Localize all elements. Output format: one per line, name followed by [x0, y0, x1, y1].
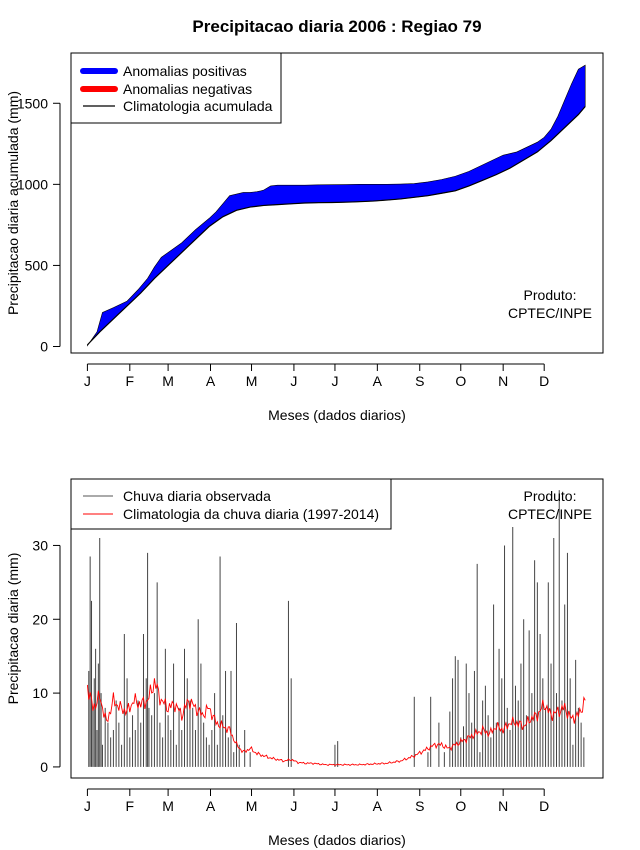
legend-entry: Climatologia acumulada [123, 98, 273, 114]
y-tick-label: 0 [40, 339, 48, 355]
x-tick-label: D [539, 798, 549, 814]
x-tick-label: N [498, 373, 508, 389]
observed-rain-bars [88, 490, 585, 767]
x-tick-label: O [455, 798, 466, 814]
legend-entry: Anomalias positivas [123, 63, 247, 79]
product-label: Produto: [524, 488, 577, 504]
climatology-line [86, 678, 586, 767]
x-tick-label: A [206, 798, 216, 814]
y-tick-label: 1000 [17, 176, 48, 192]
plot-frame [70, 52, 604, 354]
x-tick-label: M [162, 798, 174, 814]
x-tick-label: F [126, 798, 135, 814]
x-tick-label: D [539, 373, 549, 389]
x-tick-label: J [290, 798, 297, 814]
climatology-line [86, 106, 586, 346]
product-source: CPTEC/INPE [508, 506, 592, 522]
x-tick-label: A [206, 373, 216, 389]
x-tick-label: A [373, 373, 383, 389]
daily-precipitation-panel: J F M A M J J A S O N D Meses (dados diarios) 0 10 20 30… [5, 478, 604, 848]
x-tick-label: M [246, 373, 258, 389]
legend-box [70, 478, 392, 530]
legend-entry: Chuva diaria observada [123, 488, 271, 504]
x-tick-label: S [415, 798, 424, 814]
legend-entry: Anomalias negativas [123, 81, 252, 97]
x-tick-label: N [498, 798, 508, 814]
y-tick-label: 500 [25, 257, 49, 273]
y-tick-label: 30 [32, 537, 48, 553]
x-tick-label: J [331, 798, 338, 814]
product-source: CPTEC/INPE [508, 305, 592, 321]
y-tick-label: 1500 [17, 95, 48, 111]
x-tick-label: J [84, 798, 91, 814]
legend: Anomalias positivas Anomalias negativasCl… [70, 52, 282, 124]
x-tick-label: F [126, 373, 135, 389]
y-tick-label: 20 [32, 611, 48, 627]
cumulative-precipitation-panel: J F M A M J J A S O N D Meses (dados diarios) 0 500 100… [5, 52, 604, 423]
y-tick-label: 0 [40, 759, 48, 775]
x-tick-label: O [455, 373, 466, 389]
x-tick-label: S [415, 373, 424, 389]
y-axis-label: Precipitacao diaria acumulada (mm) [5, 91, 21, 315]
y-tick-label: 10 [32, 685, 48, 701]
x-tick-label: M [246, 798, 258, 814]
product-label: Produto: [524, 287, 577, 303]
y-axis-label: Precipitacao diaria (mm) [5, 553, 21, 705]
legend-entry: Climatologia da chuva diaria (1997-2014) [123, 506, 379, 522]
x-tick-label: J [331, 373, 338, 389]
figure-title: Precipitacao diaria 2006 : Regiao 79 [192, 17, 481, 36]
x-tick-label: J [290, 373, 297, 389]
x-axis-label: Meses (dados diarios) [268, 407, 406, 423]
x-tick-label: J [84, 373, 91, 389]
legend: Chuva diaria observada Climatologia da ch… [70, 478, 392, 530]
x-tick-label: A [373, 798, 383, 814]
x-tick-label: M [162, 373, 174, 389]
x-axis-label: Meses (dados diarios) [268, 832, 406, 848]
